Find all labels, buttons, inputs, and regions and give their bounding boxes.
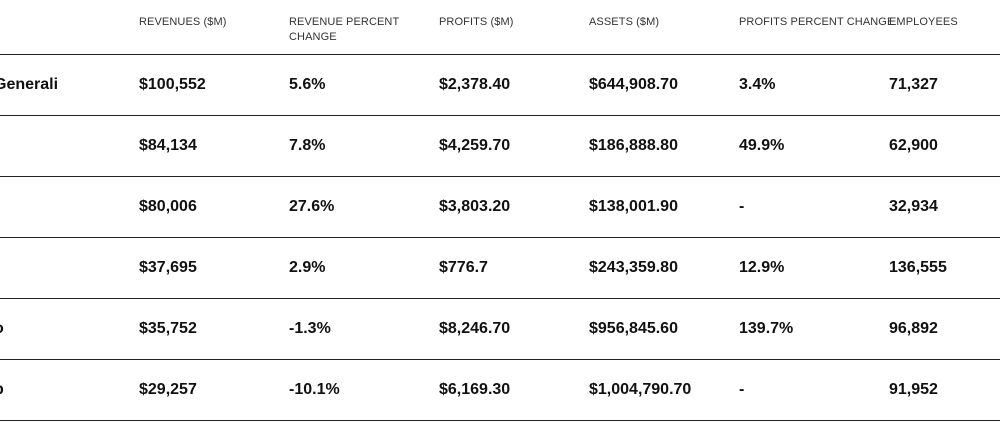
employees-value: 62,900 — [889, 137, 938, 154]
profits-percent-change-value: 3.4% — [739, 76, 776, 93]
assets-value: $243,359.80 — [589, 259, 678, 276]
revenue-percent-change-value: -1.3% — [289, 320, 331, 337]
revenue-percent-change-value: 2.9% — [289, 259, 326, 276]
data-table: REVENUES ($M) REVENUE PERCENT CHANGE PRO… — [0, 0, 1000, 421]
header-employees[interactable]: EMPLOYEES — [889, 16, 958, 28]
header-assets[interactable]: ASSETS ($M) — [589, 16, 660, 28]
table-row: $80,006 27.6% $3,803.20 $138,001.90 - 32… — [0, 177, 1000, 238]
table-row: Generali $100,552 5.6% $2,378.40 $644,90… — [0, 55, 1000, 116]
profits-value: $6,169.30 — [439, 381, 511, 398]
employees-value: 71,327 — [889, 76, 938, 93]
company-name[interactable]: o — [0, 299, 4, 359]
employees-value: 96,892 — [889, 320, 938, 337]
profits-value: $3,803.20 — [439, 198, 511, 215]
profits-value: $2,378.40 — [439, 76, 511, 93]
company-name[interactable]: p — [0, 360, 4, 420]
revenues-value: $84,134 — [139, 137, 197, 154]
employees-value: 32,934 — [889, 198, 938, 215]
table-row: o $35,752 -1.3% $8,246.70 $956,845.60 13… — [0, 299, 1000, 360]
table-row: p $29,257 -10.1% $6,169.30 $1,004,790.70… — [0, 360, 1000, 421]
profits-percent-change-value: - — [739, 198, 745, 215]
profits-value: $4,259.70 — [439, 137, 511, 154]
table-header: REVENUES ($M) REVENUE PERCENT CHANGE PRO… — [0, 0, 1000, 55]
header-profits-percent-change[interactable]: PROFITS PERCENT CHANGE — [739, 16, 895, 28]
employees-value: 136,555 — [889, 259, 947, 276]
table-row: $37,695 2.9% $776.7 $243,359.80 12.9% 13… — [0, 238, 1000, 299]
revenues-value: $37,695 — [139, 259, 197, 276]
header-revenue-percent-change[interactable]: REVENUE PERCENT CHANGE — [289, 16, 400, 43]
profits-percent-change-value: 49.9% — [739, 137, 785, 154]
header-profits[interactable]: PROFITS ($M) — [439, 16, 514, 28]
profits-percent-change-value: 139.7% — [739, 320, 794, 337]
assets-value: $644,908.70 — [589, 76, 678, 93]
profits-percent-change-value: 12.9% — [739, 259, 785, 276]
assets-value: $186,888.80 — [589, 137, 678, 154]
assets-value: $1,004,790.70 — [589, 381, 692, 398]
revenues-value: $100,552 — [139, 76, 206, 93]
revenue-percent-change-value: 27.6% — [289, 198, 335, 215]
profits-value: $8,246.70 — [439, 320, 511, 337]
revenues-value: $29,257 — [139, 381, 197, 398]
company-name[interactable]: Generali — [0, 76, 59, 93]
header-revenues[interactable]: REVENUES ($M) — [139, 16, 227, 28]
assets-value: $956,845.60 — [589, 320, 678, 337]
profits-percent-change-value: - — [739, 381, 745, 398]
revenues-value: $35,752 — [139, 320, 197, 337]
table-row: $84,134 7.8% $4,259.70 $186,888.80 49.9%… — [0, 116, 1000, 177]
revenue-percent-change-value: 5.6% — [289, 76, 326, 93]
profits-value: $776.7 — [439, 259, 488, 276]
assets-value: $138,001.90 — [589, 198, 678, 215]
employees-value: 91,952 — [889, 381, 938, 398]
revenues-value: $80,006 — [139, 198, 197, 215]
revenue-percent-change-value: 7.8% — [289, 137, 326, 154]
revenue-percent-change-value: -10.1% — [289, 381, 340, 398]
